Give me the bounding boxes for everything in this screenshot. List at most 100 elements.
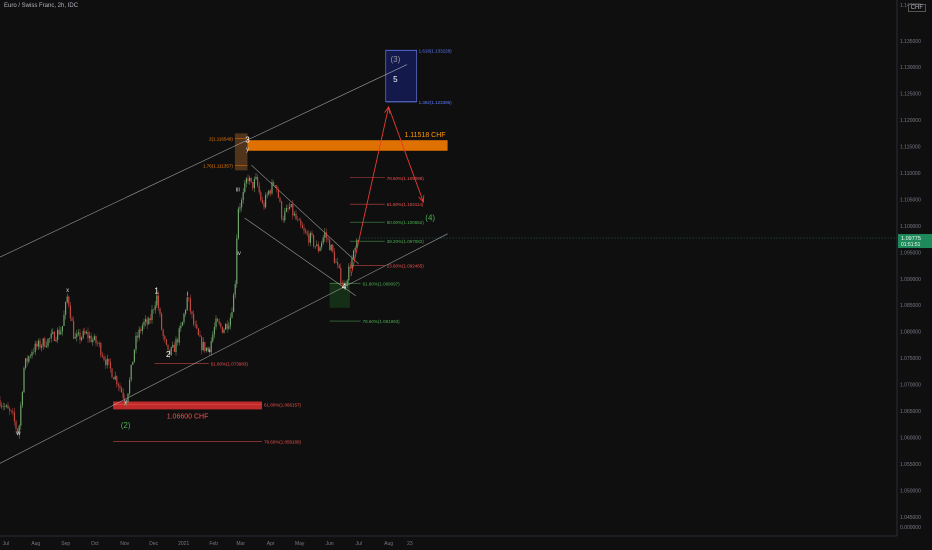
candle-body [29, 355, 31, 357]
currency-badge[interactable]: CHF [907, 4, 926, 12]
symbol-title[interactable]: Euro / Swiss Franc, 2h, IDC [4, 3, 79, 9]
candle-body [247, 178, 249, 181]
candle-body [330, 244, 332, 251]
candle-body [25, 358, 27, 368]
candle-body [255, 176, 257, 180]
candle-body [292, 204, 294, 216]
candle-body [17, 428, 19, 435]
candle-body [165, 339, 167, 345]
candle-body [0, 400, 1, 407]
time-axis-label: Jul [3, 541, 9, 547]
candle-body [306, 232, 308, 235]
candle-body [39, 340, 41, 348]
candle-body [37, 340, 39, 347]
candle-body [97, 343, 99, 344]
candle-body [311, 232, 313, 236]
candle-body [305, 230, 307, 233]
candle-body [260, 192, 262, 201]
candle-body [348, 266, 350, 281]
candle-body [169, 349, 171, 356]
candle-body [250, 177, 252, 183]
fib-level-label: 78.60%(1.059180) [264, 440, 302, 445]
candle-body [301, 225, 303, 229]
candle-body [234, 283, 236, 295]
candle-body [321, 242, 323, 248]
time-axis-label: 23 [407, 541, 413, 547]
candle-body [191, 311, 193, 315]
candle-body [47, 338, 49, 347]
candle-body [257, 176, 259, 186]
wave-label: w [15, 431, 21, 437]
time-axis-label: Sep [61, 541, 70, 547]
candle-body [162, 329, 164, 337]
fib-level-label: 1.76(1.111357) [203, 164, 233, 169]
price-axis-label: 1.130000 [900, 65, 921, 71]
candle-body [354, 248, 356, 251]
candle-body [229, 317, 231, 326]
projection-arrow-icon [418, 195, 425, 204]
candle-body [143, 321, 145, 326]
candle-body [225, 323, 227, 330]
candle-body [85, 331, 87, 334]
candle-body [132, 361, 134, 365]
candle-body [133, 349, 135, 362]
candle-body [1, 405, 3, 407]
candle-body [345, 283, 347, 286]
candle-body [82, 331, 84, 338]
candle-body [265, 195, 267, 208]
candle-body [183, 313, 185, 322]
candle-body [276, 185, 278, 190]
candle-body [356, 240, 358, 249]
time-axis-label: Feb [209, 541, 218, 547]
candle-body [108, 358, 110, 362]
candle-body [325, 232, 327, 238]
price-axis-label: 1.120000 [900, 118, 921, 124]
candle-body [223, 329, 225, 333]
candle-body [117, 384, 119, 387]
candle-body [130, 364, 132, 380]
candle-body [193, 314, 195, 325]
candle-body [50, 333, 52, 339]
zone-wave3-box [234, 133, 248, 171]
candle-body [114, 376, 116, 380]
candle-body [159, 308, 161, 314]
candle-body [197, 328, 199, 336]
candle-body [196, 324, 198, 329]
candle-body [42, 338, 44, 346]
price-axis-label: 0.000000 [900, 525, 921, 531]
candle-body [15, 421, 17, 429]
candle-body [87, 331, 89, 339]
projection-line [350, 106, 390, 277]
candle-body [314, 246, 316, 247]
candle-body [298, 219, 300, 221]
candle-body [121, 388, 123, 393]
candle-body [284, 211, 286, 221]
candle-body [303, 228, 305, 231]
candle-body [49, 338, 51, 339]
candle-body [161, 313, 163, 330]
candle-body [217, 318, 219, 322]
candle-body [125, 402, 127, 404]
candle-body [36, 343, 38, 347]
candle-body [73, 320, 75, 339]
projection-line [388, 106, 424, 203]
candle-body [74, 337, 76, 339]
candle-body [279, 197, 281, 202]
descending-channel-top [251, 164, 359, 265]
candle-body [295, 213, 297, 220]
candle-body [26, 358, 28, 362]
candle-body [337, 262, 339, 265]
candle-body [153, 309, 155, 311]
candle-body [271, 182, 273, 194]
candle-body [202, 342, 204, 351]
zone-target-box [385, 49, 418, 102]
candle-body [5, 405, 7, 407]
time-axis-label: Jul [355, 541, 361, 547]
price-axis-label: 1.085000 [900, 303, 921, 309]
candle-body [100, 343, 102, 356]
wave-label: iii [236, 188, 240, 194]
candle-body [204, 342, 206, 351]
candle-body [241, 200, 243, 208]
